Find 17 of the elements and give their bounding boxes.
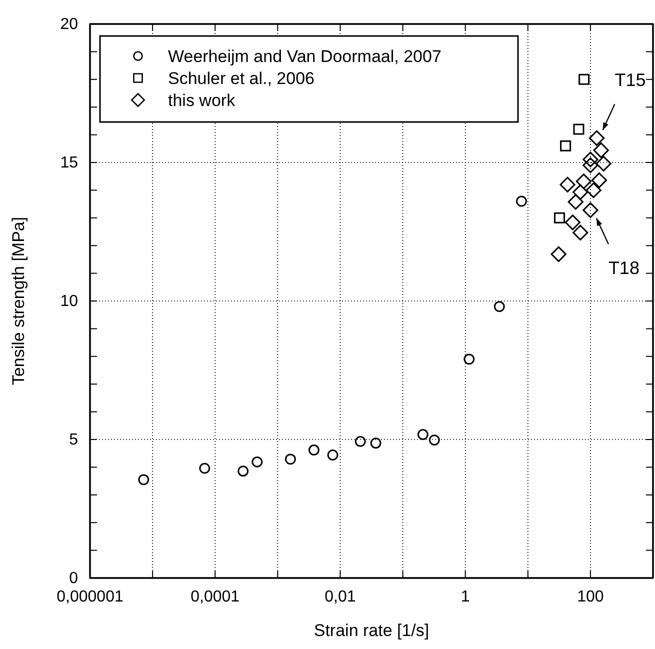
legend-label: Weerheijm and Van Doormaal, 2007 <box>168 47 442 66</box>
legend-label: this work <box>168 91 236 110</box>
y-tick-label: 5 <box>69 432 78 449</box>
x-tick-label: 1 <box>460 588 470 606</box>
annotation: T15 <box>614 70 646 90</box>
x-tick-label: 0,0001 <box>190 588 240 606</box>
y-tick-label: 10 <box>60 293 78 310</box>
legend-label: Schuler et al., 2006 <box>168 69 314 88</box>
x-tick-label: 0,01 <box>324 588 356 606</box>
y-axis-title: Tensile strength [MPa] <box>9 216 28 386</box>
x-tick-label: 0,000001 <box>56 588 124 606</box>
y-tick-label: 15 <box>60 154 78 172</box>
annotation: T18 <box>608 258 640 278</box>
y-tick-label: 20 <box>60 16 78 34</box>
x-tick-label: 100 <box>577 588 604 606</box>
y-tick-label: 0 <box>69 570 78 588</box>
x-axis-title: Strain rate [1/s] <box>314 621 430 640</box>
